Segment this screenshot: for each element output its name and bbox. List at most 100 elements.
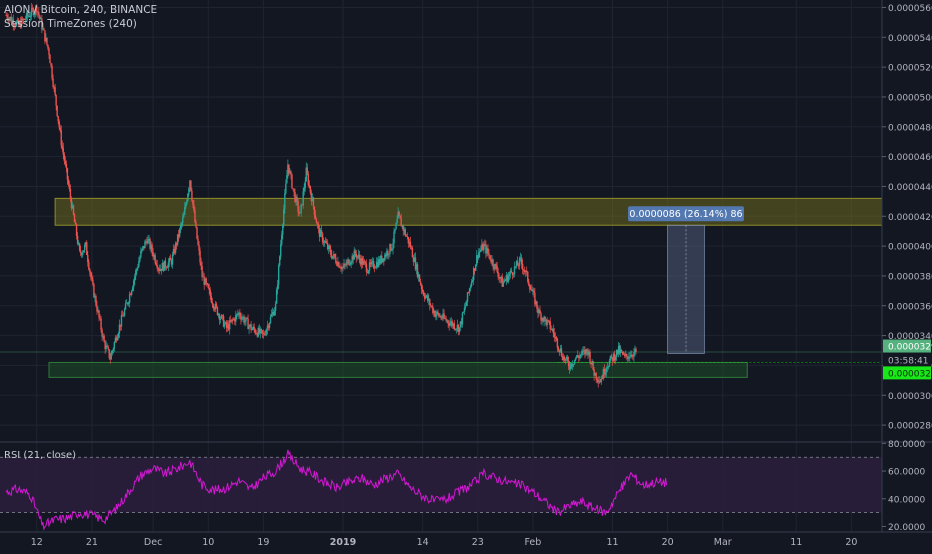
- candle-body: [565, 356, 568, 359]
- candle-body: [239, 312, 241, 317]
- candle-body: [291, 174, 293, 189]
- candle-body: [15, 21, 18, 26]
- candle-body: [406, 236, 409, 238]
- candle-body: [185, 204, 187, 208]
- candle-body: [601, 378, 603, 380]
- candle-body: [480, 249, 482, 252]
- candle-body: [58, 121, 60, 128]
- candle-body: [568, 366, 571, 370]
- candle-body: [360, 258, 363, 265]
- candle-body: [41, 18, 43, 30]
- candle-body: [539, 310, 541, 314]
- candle-body: [456, 324, 459, 329]
- candle-body: [427, 295, 429, 301]
- candle-body: [188, 188, 190, 194]
- candle-body: [34, 12, 36, 16]
- candle-body: [255, 333, 257, 334]
- candle-body: [11, 19, 13, 22]
- candle-body: [457, 324, 460, 333]
- candle-body: [116, 337, 119, 341]
- candle-body: [26, 12, 29, 17]
- candle-body: [97, 310, 99, 312]
- candle-body: [429, 298, 431, 306]
- candle-body: [558, 349, 561, 352]
- candle-body: [235, 314, 237, 322]
- candle-body: [299, 212, 301, 214]
- candle-body: [439, 316, 441, 317]
- candle-body: [423, 295, 426, 299]
- candle-body: [171, 254, 174, 265]
- candle-body: [232, 319, 234, 321]
- candle-body: [293, 188, 295, 192]
- candle-body: [453, 323, 455, 330]
- candle-body: [57, 115, 59, 122]
- candle-body: [471, 280, 474, 282]
- candle-body: [309, 185, 312, 193]
- candle-body: [603, 368, 606, 375]
- candle-body: [261, 330, 264, 334]
- candle-body: [408, 241, 411, 244]
- candle-body: [173, 249, 176, 253]
- candle-body: [264, 334, 267, 336]
- candle-body: [234, 318, 236, 322]
- candle-body: [329, 245, 331, 250]
- candle-body: [52, 78, 54, 87]
- candle-body: [292, 188, 294, 189]
- candle-body: [549, 321, 551, 329]
- candle-body: [617, 345, 620, 354]
- candle-body: [214, 303, 217, 310]
- candle-body: [244, 320, 246, 323]
- candle-body: [194, 210, 196, 223]
- candle-body: [50, 63, 52, 66]
- candle-body: [436, 311, 438, 315]
- candle-body: [629, 357, 631, 358]
- candle-body: [594, 372, 596, 376]
- candle-body: [164, 260, 167, 268]
- candle-body: [105, 345, 107, 350]
- candle-body: [598, 381, 600, 383]
- candle-body: [534, 292, 536, 305]
- candle-body: [5, 14, 7, 16]
- candle-body: [62, 147, 64, 155]
- candle-body: [336, 262, 338, 266]
- candle-body: [597, 380, 599, 383]
- candle-body: [66, 168, 69, 180]
- candle-body: [81, 252, 84, 256]
- candle-body: [276, 284, 279, 290]
- measure-tool: 0.0000086 (26.14%) 86: [628, 206, 744, 354]
- candle-body: [129, 294, 132, 296]
- candle-body: [191, 190, 193, 201]
- candle-body: [137, 267, 139, 269]
- candle-body: [121, 315, 124, 317]
- candle-body: [321, 233, 324, 243]
- candle-body: [216, 306, 219, 315]
- candle-body: [168, 257, 171, 263]
- candle-body: [330, 249, 332, 255]
- candle-body: [284, 193, 286, 210]
- candle-body: [69, 188, 72, 199]
- candle-body: [98, 310, 100, 318]
- candle-body: [356, 256, 358, 258]
- candle-body: [218, 314, 221, 320]
- price-tick-label: 0.0000520: [888, 64, 932, 74]
- candle-body: [209, 289, 211, 297]
- candle-body: [374, 267, 377, 269]
- candle-body: [446, 320, 448, 322]
- candle-body: [578, 356, 580, 359]
- candle-body: [247, 318, 249, 330]
- candle-body: [179, 225, 182, 229]
- candle-body: [25, 12, 28, 20]
- candle-body: [158, 268, 160, 271]
- candle-body: [43, 28, 45, 31]
- candle-body: [328, 245, 330, 250]
- candle-body: [607, 366, 610, 368]
- candle-body: [556, 338, 559, 348]
- candle-body: [461, 312, 464, 325]
- candle-body: [566, 356, 569, 361]
- candle-body: [169, 257, 172, 261]
- candle-body: [142, 246, 144, 249]
- rsi-pane: [0, 441, 932, 531]
- price-tick-label: 0.0000300: [888, 392, 932, 402]
